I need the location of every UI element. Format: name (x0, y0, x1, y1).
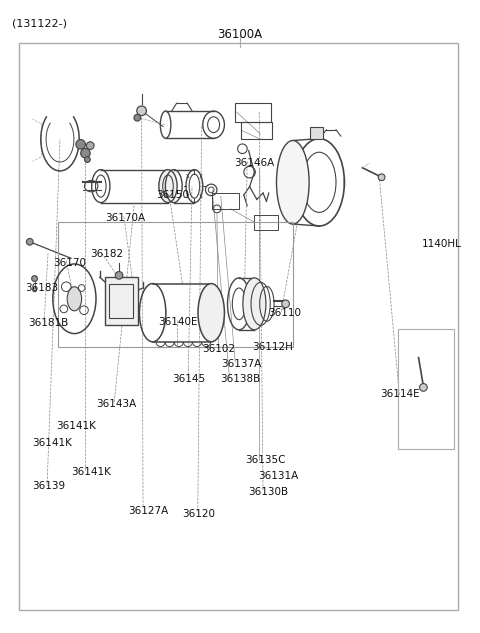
Text: 36139: 36139 (33, 481, 66, 491)
Text: 36181B: 36181B (28, 318, 68, 328)
Text: 36137A: 36137A (221, 359, 261, 369)
Bar (241, 122, 272, 139)
Text: 36130B: 36130B (249, 487, 289, 498)
Text: 36183: 36183 (25, 283, 58, 293)
Ellipse shape (67, 287, 82, 311)
Circle shape (32, 275, 37, 282)
Circle shape (86, 142, 94, 149)
Text: 36170A: 36170A (106, 213, 146, 223)
Text: 36143A: 36143A (96, 399, 136, 409)
Circle shape (420, 384, 427, 391)
Text: 36102: 36102 (203, 344, 236, 354)
Ellipse shape (159, 170, 177, 203)
Circle shape (81, 148, 90, 158)
Text: (131122-): (131122-) (12, 18, 67, 28)
Circle shape (115, 272, 123, 279)
Ellipse shape (276, 141, 309, 224)
Circle shape (33, 288, 36, 292)
Text: 36170: 36170 (53, 258, 86, 268)
Bar (254, 215, 278, 230)
Text: 36182: 36182 (90, 249, 123, 260)
Circle shape (134, 115, 141, 121)
Text: 36131A: 36131A (258, 471, 299, 481)
Text: 36141K: 36141K (57, 421, 96, 431)
Bar (398, 329, 454, 449)
Circle shape (26, 239, 33, 245)
Text: 36100A: 36100A (217, 28, 263, 41)
Text: 36141K: 36141K (71, 467, 111, 477)
Circle shape (378, 174, 385, 180)
Bar (109, 284, 133, 318)
Text: 36114E: 36114E (380, 389, 420, 399)
Circle shape (76, 139, 85, 149)
Text: 36138B: 36138B (220, 373, 260, 384)
Text: 36150: 36150 (156, 190, 189, 200)
Circle shape (84, 156, 90, 163)
Bar (19, 43, 458, 610)
Text: 36110: 36110 (268, 308, 301, 318)
Text: 36141K: 36141K (33, 438, 72, 448)
Bar (310, 127, 323, 139)
Ellipse shape (198, 284, 224, 342)
Text: 36120: 36120 (182, 509, 216, 519)
Circle shape (282, 300, 289, 308)
Bar (58, 222, 293, 347)
Text: 1140HL: 1140HL (421, 239, 461, 249)
Text: 36135C: 36135C (245, 454, 285, 465)
Bar (212, 193, 239, 209)
Ellipse shape (243, 278, 266, 330)
Text: 36140E: 36140E (158, 316, 198, 327)
Circle shape (137, 106, 146, 116)
Text: 36145: 36145 (172, 373, 205, 384)
Bar (105, 277, 138, 325)
Text: 36146A: 36146A (234, 158, 275, 168)
Bar (235, 103, 271, 122)
Text: 36127A: 36127A (129, 506, 169, 517)
Text: 36112H: 36112H (252, 342, 293, 352)
